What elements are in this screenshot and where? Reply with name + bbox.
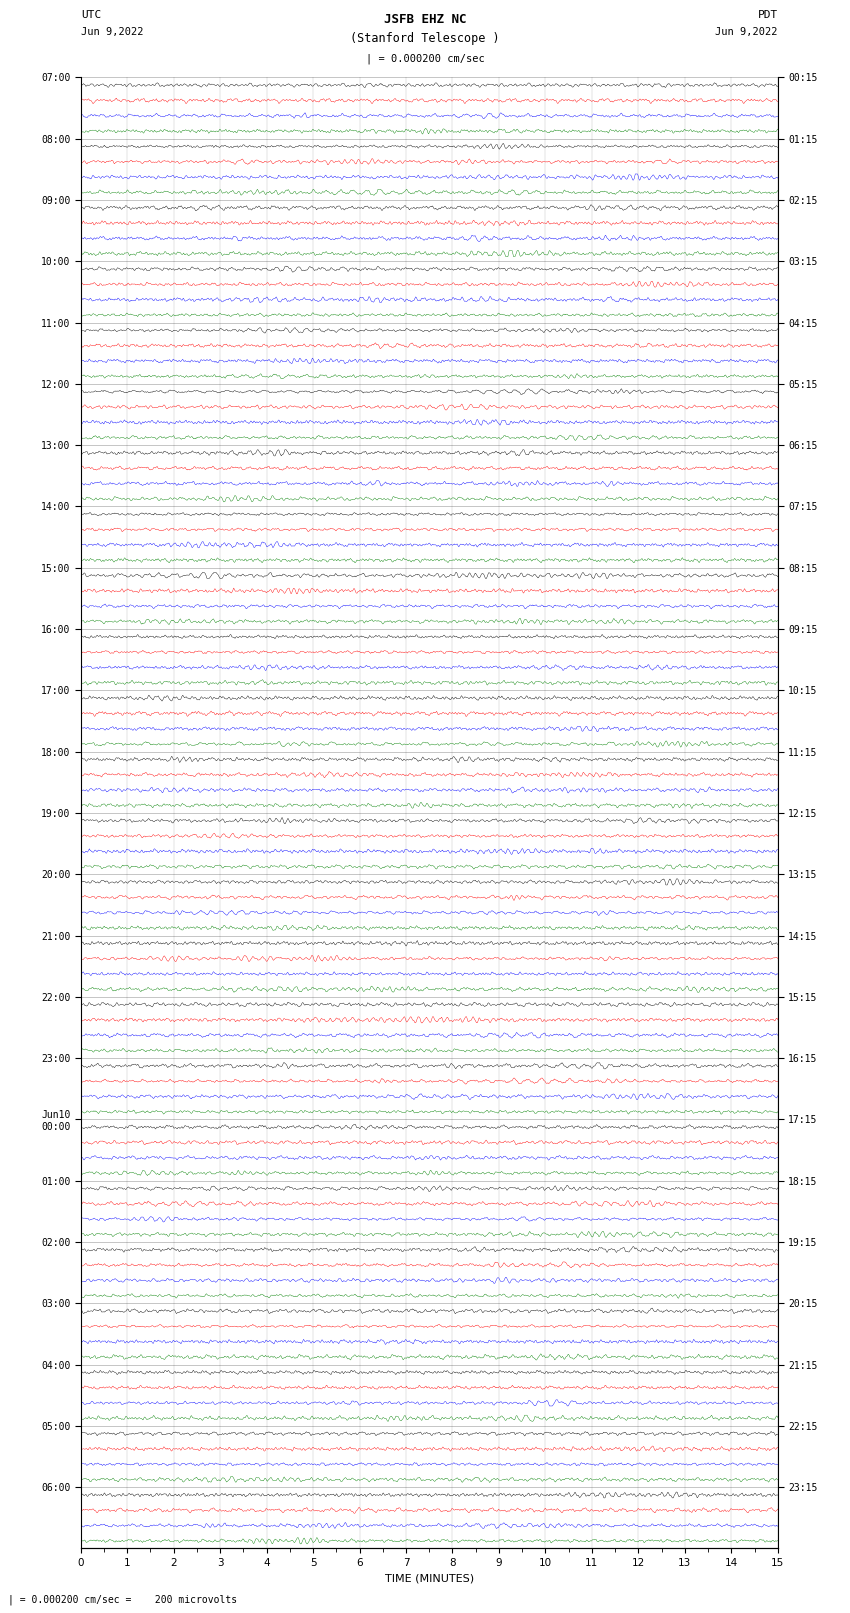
- Text: Jun 9,2022: Jun 9,2022: [81, 27, 144, 37]
- Text: Jun 9,2022: Jun 9,2022: [715, 27, 778, 37]
- Text: PDT: PDT: [757, 10, 778, 19]
- Text: UTC: UTC: [81, 10, 101, 19]
- Text: | = 0.000200 cm/sec =    200 microvolts: | = 0.000200 cm/sec = 200 microvolts: [8, 1594, 238, 1605]
- Text: (Stanford Telescope ): (Stanford Telescope ): [350, 32, 500, 45]
- X-axis label: TIME (MINUTES): TIME (MINUTES): [385, 1574, 473, 1584]
- Text: | = 0.000200 cm/sec: | = 0.000200 cm/sec: [366, 53, 484, 65]
- Text: JSFB EHZ NC: JSFB EHZ NC: [383, 13, 467, 26]
